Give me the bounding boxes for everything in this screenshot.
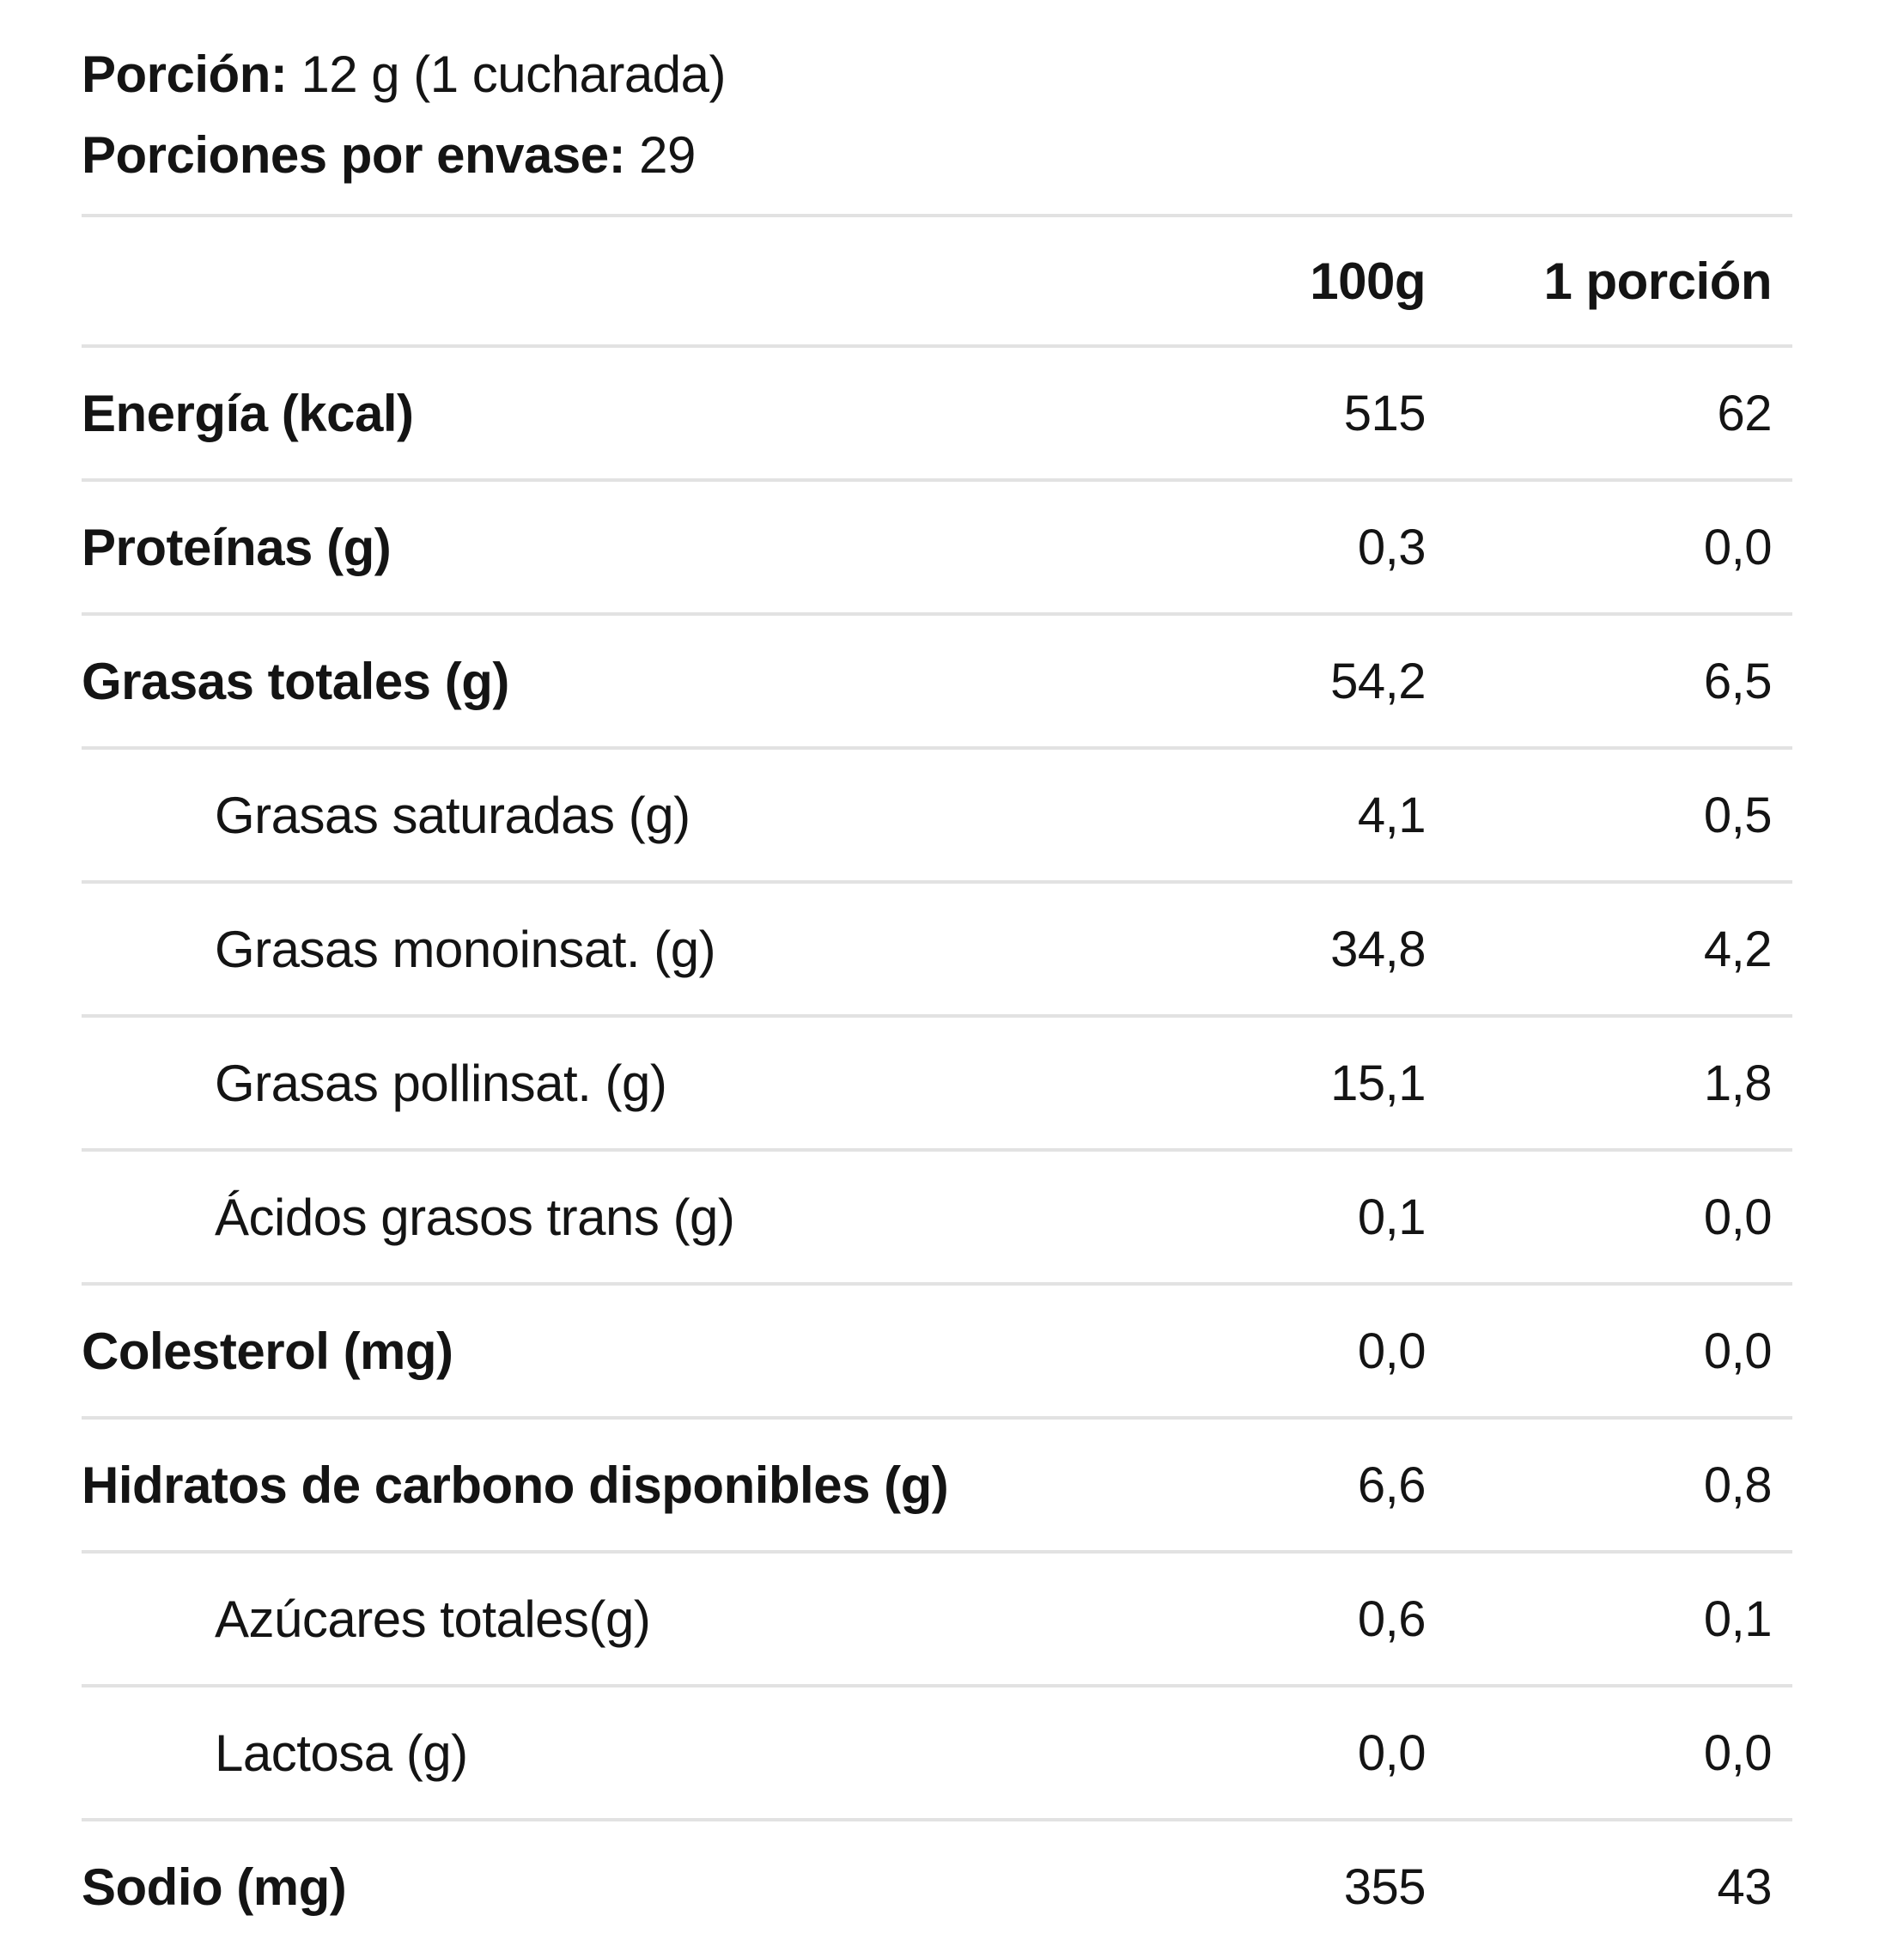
table-row: Azúcares totales(g) 0,6 0,1 xyxy=(82,1554,1792,1687)
value-portion: 0,8 xyxy=(1703,1456,1773,1513)
value-portion: 0,1 xyxy=(1703,1590,1773,1647)
value-portion: 0,0 xyxy=(1703,1189,1773,1245)
table-row: Grasas monoinsat. (g) 34,8 4,2 xyxy=(82,884,1792,1018)
value-100g: 355 xyxy=(1343,1858,1426,1915)
nutrient-label: Grasas pollinsat. (g) xyxy=(215,1054,667,1112)
table-row: Grasas pollinsat. (g) 15,1 1,8 xyxy=(82,1018,1792,1152)
value-100g: 34,8 xyxy=(1330,921,1426,977)
table-header-row: 100g 1 porción xyxy=(82,217,1792,348)
table-row: Grasas totales (g) 54,2 6,5 xyxy=(82,616,1792,750)
portion-line: Porción: 12 g (1 cucharada) xyxy=(82,34,1792,115)
nutrition-table: 100g 1 porción Energía (kcal) 515 62 Pro… xyxy=(82,214,1792,1952)
value-100g: 0,6 xyxy=(1357,1590,1426,1647)
servings-per-container-line: Porciones por envase: 29 xyxy=(82,115,1792,196)
value-portion: 0,0 xyxy=(1703,1724,1773,1781)
nutrient-label: Sodio (mg) xyxy=(82,1858,347,1916)
value-portion: 1,8 xyxy=(1703,1055,1773,1111)
nutrient-label: Azúcares totales(g) xyxy=(215,1590,651,1648)
table-row: Grasas saturadas (g) 4,1 0,5 xyxy=(82,750,1792,884)
table-row: Lactosa (g) 0,0 0,0 xyxy=(82,1687,1792,1821)
table-row: Energía (kcal) 515 62 xyxy=(82,348,1792,482)
nutrient-label: Proteínas (g) xyxy=(82,518,392,576)
portion-value: 12 g (1 cucharada) xyxy=(301,46,726,103)
table-row: Sodio (mg) 355 43 xyxy=(82,1821,1792,1952)
value-100g: 54,2 xyxy=(1330,653,1426,709)
value-100g: 515 xyxy=(1343,385,1426,441)
nutrient-label: Grasas saturadas (g) xyxy=(215,786,690,844)
column-header-100g: 100g xyxy=(1310,252,1426,310)
servings-per-container-value: 29 xyxy=(639,126,696,184)
table-row: Hidratos de carbono disponibles (g) 6,6 … xyxy=(82,1420,1792,1554)
column-header-portion: 1 porción xyxy=(1543,252,1772,310)
value-100g: 6,6 xyxy=(1357,1456,1426,1513)
value-100g: 0,0 xyxy=(1357,1724,1426,1781)
value-portion: 0,0 xyxy=(1703,519,1773,575)
value-portion: 0,5 xyxy=(1703,787,1773,843)
value-portion: 62 xyxy=(1717,385,1772,441)
portion-label: Porción: xyxy=(82,46,288,103)
nutrient-label: Ácidos grasos trans (g) xyxy=(215,1188,735,1246)
table-row: Ácidos grasos trans (g) 0,1 0,0 xyxy=(82,1152,1792,1286)
value-100g: 0,0 xyxy=(1357,1323,1426,1379)
nutrient-label: Grasas totales (g) xyxy=(82,652,509,710)
value-100g: 0,1 xyxy=(1357,1189,1426,1245)
value-100g: 4,1 xyxy=(1357,787,1426,843)
nutrient-label: Colesterol (mg) xyxy=(82,1322,453,1380)
value-100g: 0,3 xyxy=(1357,519,1426,575)
nutrient-label: Lactosa (g) xyxy=(215,1724,468,1782)
value-portion: 6,5 xyxy=(1703,653,1773,709)
value-portion: 43 xyxy=(1717,1858,1772,1915)
value-100g: 15,1 xyxy=(1330,1055,1426,1111)
servings-per-container-label: Porciones por envase: xyxy=(82,126,626,184)
table-row: Proteínas (g) 0,3 0,0 xyxy=(82,482,1792,616)
value-portion: 0,0 xyxy=(1703,1323,1773,1379)
nutrient-label: Grasas monoinsat. (g) xyxy=(215,920,716,978)
table-row: Colesterol (mg) 0,0 0,0 xyxy=(82,1286,1792,1420)
nutrient-label: Energía (kcal) xyxy=(82,384,414,442)
nutrient-label: Hidratos de carbono disponibles (g) xyxy=(82,1456,949,1514)
serving-info: Porción: 12 g (1 cucharada) Porciones por… xyxy=(82,34,1792,196)
value-portion: 4,2 xyxy=(1703,921,1773,977)
